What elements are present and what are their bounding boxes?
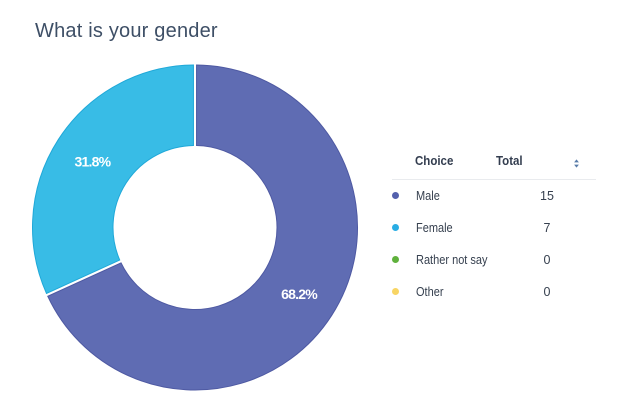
svg-text:68.2%: 68.2%: [281, 286, 318, 302]
svg-text:31.8%: 31.8%: [75, 154, 112, 170]
